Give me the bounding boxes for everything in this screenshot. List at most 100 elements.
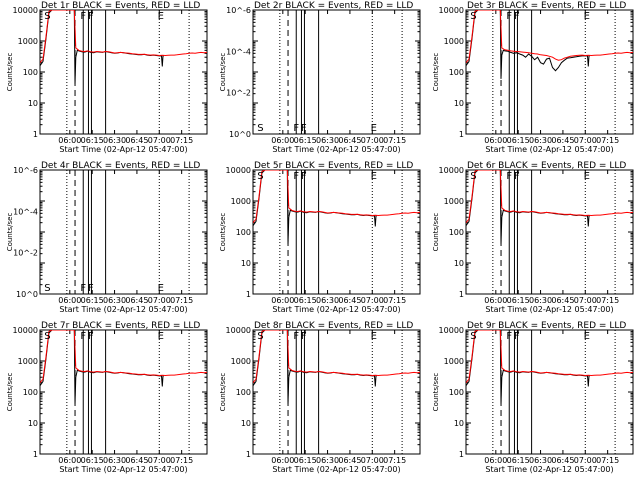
y-tick-label: 100 — [23, 388, 38, 397]
events-series-line — [466, 330, 590, 405]
x-tick-label: 06:15 — [81, 296, 104, 305]
panel-det-5: Det 5r BLACK = Events, RED = LLD 06:00 06:… — [219, 161, 421, 314]
lld-series-line — [466, 170, 633, 224]
y-tick-label: 100 — [449, 228, 464, 237]
x-tick-label: 07:15 — [170, 456, 193, 465]
y-tick-label: 1000 — [18, 37, 38, 46]
x-tick-label: 06:00 — [271, 296, 294, 305]
event-marker-label: S — [257, 123, 263, 134]
event-marker-label: F — [514, 11, 520, 22]
x-tick-label: 06:15 — [81, 136, 104, 145]
event-marker-label: S — [44, 331, 50, 342]
y-tick-label: 1000 — [231, 197, 251, 206]
event-marker-label: E — [158, 11, 164, 22]
event-marker-label: F — [514, 331, 520, 342]
y-tick-label: 10^-6 — [226, 6, 251, 15]
x-tick-label: 07:00 — [148, 136, 171, 145]
x-axis-label: Start Time (02-Apr-12 05:47:00) — [272, 145, 400, 154]
y-tick-label: 1 — [246, 450, 251, 459]
y-tick-label: 10^-2 — [226, 89, 251, 98]
y-tick-label: 1 — [459, 130, 464, 139]
x-tick-label: 07:00 — [148, 456, 171, 465]
panel-title: Det 7r BLACK = Events, RED = LLD — [41, 321, 200, 331]
y-tick-label: 10000 — [13, 326, 38, 335]
y-tick-label: 1000 — [444, 357, 464, 366]
x-tick-label: 07:15 — [170, 296, 193, 305]
y-axis-label: Counts/sec — [6, 213, 14, 252]
plot-frame — [252, 169, 421, 295]
x-tick-label: 06:45 — [551, 296, 574, 305]
panel-title: Det 5r BLACK = Events, RED = LLD — [254, 161, 413, 171]
y-tick-label: 100 — [449, 388, 464, 397]
x-tick-label: 06:30 — [316, 136, 339, 145]
y-tick-label: 100 — [236, 228, 251, 237]
y-axis-label: Counts/sec — [6, 373, 14, 412]
lld-series-line — [253, 170, 420, 224]
panel-title: Det 6r BLACK = Events, RED = LLD — [467, 161, 626, 171]
x-tick-label: 07:15 — [383, 296, 406, 305]
event-marker-label: E — [158, 283, 164, 294]
events-series-line — [40, 330, 164, 405]
x-tick-label: 07:00 — [148, 296, 171, 305]
event-marker-label: F — [293, 171, 299, 182]
x-tick-label: 06:15 — [507, 296, 530, 305]
x-axis-label: Start Time (02-Apr-12 05:47:00) — [485, 145, 613, 154]
x-tick-label: 07:00 — [361, 456, 384, 465]
event-marker-label: E — [371, 171, 377, 182]
x-axis-label: Start Time (02-Apr-12 05:47:00) — [272, 305, 400, 314]
y-tick-label: 10 — [454, 99, 464, 108]
y-tick-label: 10000 — [226, 326, 251, 335]
event-marker-label: F — [88, 283, 94, 294]
x-tick-label: 06:30 — [103, 136, 126, 145]
event-marker-label: S — [257, 331, 263, 342]
plot-frame — [39, 169, 208, 295]
y-tick-label: 10^0 — [16, 290, 38, 299]
y-axis-label: Counts/sec — [219, 213, 227, 252]
event-marker-label: F — [506, 11, 512, 22]
plot-frame — [39, 9, 208, 135]
event-marker-label: F — [293, 331, 299, 342]
y-tick-label: 100 — [449, 68, 464, 77]
x-tick-label: 06:00 — [271, 136, 294, 145]
event-marker-label: S — [470, 331, 476, 342]
x-tick-label: 07:15 — [596, 296, 619, 305]
plot-frame — [465, 169, 634, 295]
lld-series-line — [253, 330, 420, 384]
x-tick-label: 07:00 — [574, 456, 597, 465]
panel-title: Det 1r BLACK = Events, RED = LLD — [41, 1, 200, 11]
events-series-line — [40, 10, 164, 85]
plot-frame — [39, 329, 208, 455]
event-marker-label: S — [470, 171, 476, 182]
event-marker-label: F — [80, 11, 86, 22]
event-marker-label: F — [88, 11, 94, 22]
x-tick-label: 06:30 — [316, 296, 339, 305]
y-tick-label: 10000 — [13, 6, 38, 15]
x-tick-label: 07:15 — [383, 136, 406, 145]
y-tick-label: 1000 — [18, 357, 38, 366]
x-tick-label: 06:45 — [551, 136, 574, 145]
events-series-line — [253, 330, 377, 405]
event-marker-label: F — [301, 171, 307, 182]
x-tick-label: 06:00 — [484, 296, 507, 305]
y-tick-label: 10^0 — [229, 130, 251, 139]
y-tick-label: 100 — [23, 68, 38, 77]
event-marker-label: S — [257, 171, 263, 182]
x-tick-label: 06:45 — [125, 456, 148, 465]
x-tick-label: 06:30 — [316, 456, 339, 465]
y-tick-label: 1 — [246, 290, 251, 299]
event-marker-label: F — [506, 331, 512, 342]
y-tick-label: 10 — [454, 259, 464, 268]
x-tick-label: 07:15 — [170, 136, 193, 145]
y-axis-label: Counts/sec — [219, 53, 227, 92]
y-tick-label: 10000 — [439, 6, 464, 15]
x-tick-label: 06:00 — [484, 136, 507, 145]
y-tick-label: 1000 — [444, 37, 464, 46]
event-marker-label: F — [80, 331, 86, 342]
event-marker-label: E — [584, 171, 590, 182]
